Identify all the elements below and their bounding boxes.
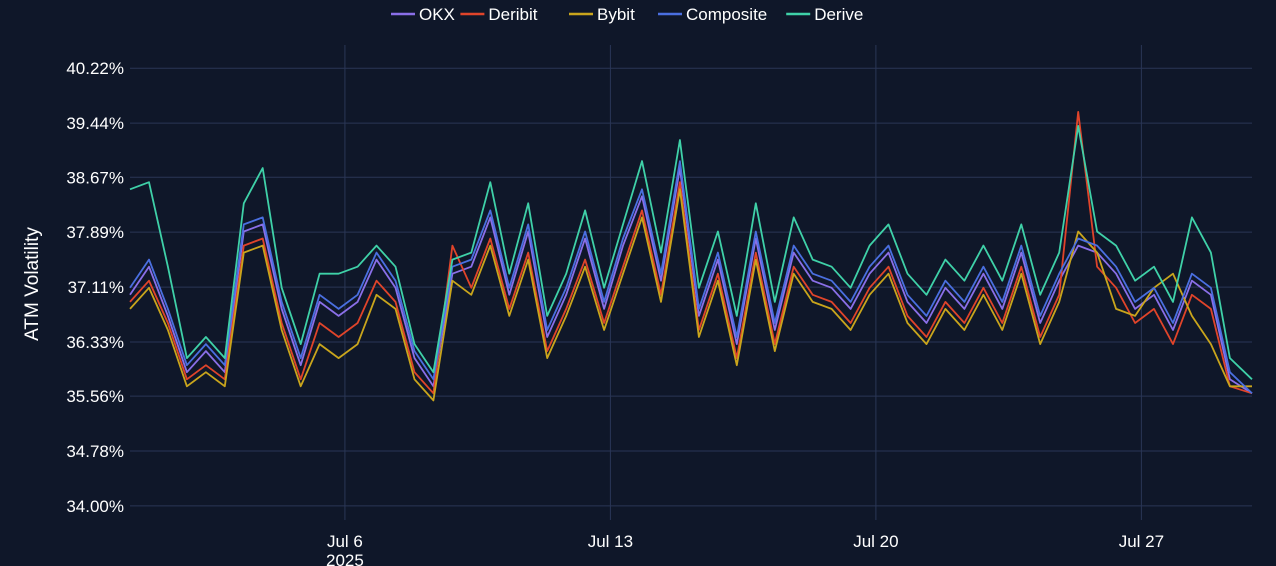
legend-item-deribit[interactable]: Deribit bbox=[460, 5, 538, 24]
y-tick-label: 36.33% bbox=[66, 333, 124, 352]
series-line-composite bbox=[129, 160, 1253, 394]
x-tick-label: Jul 6 bbox=[327, 532, 363, 551]
legend-label: Bybit bbox=[597, 5, 635, 24]
x-tick-label: Jul 13 bbox=[588, 532, 633, 551]
legend-label: Composite bbox=[686, 5, 767, 24]
y-tick-label: 37.11% bbox=[68, 278, 124, 297]
y-tick-label: 34.78% bbox=[66, 442, 124, 461]
legend-label: OKX bbox=[419, 5, 455, 24]
y-tick-label: 35.56% bbox=[66, 387, 124, 406]
legend-item-derive[interactable]: Derive bbox=[786, 5, 863, 24]
series-layer bbox=[129, 111, 1253, 402]
y-tick-label: 40.22% bbox=[66, 59, 124, 78]
x-tick-sublabel: 2025 bbox=[326, 551, 364, 566]
legend-label: Derive bbox=[814, 5, 863, 24]
y-axis: 34.00% 34.78% 35.56% 36.33% 37.11% 37.89% 38.6… bbox=[66, 59, 124, 516]
legend-item-okx[interactable]: OKX bbox=[391, 5, 455, 24]
x-tick-label: Jul 20 bbox=[853, 532, 898, 551]
y-tick-label: 39.44% bbox=[66, 114, 124, 133]
series-line-bybit bbox=[129, 188, 1252, 402]
series-line-derive bbox=[129, 125, 1253, 380]
legend-item-composite[interactable]: Composite bbox=[658, 5, 767, 24]
legend: OKX Deribit Bybit Composite Derive bbox=[391, 5, 863, 24]
x-tick-label: Jul 27 bbox=[1119, 532, 1164, 551]
legend-label: Deribit bbox=[488, 5, 537, 24]
y-axis-title: ATM Volatility bbox=[22, 227, 43, 341]
y-tick-label: 38.67% bbox=[66, 168, 124, 187]
legend-item-bybit[interactable]: Bybit bbox=[569, 5, 635, 24]
y-tick-label: 37.89% bbox=[66, 223, 124, 242]
y-tick-label: 34.00% bbox=[66, 497, 124, 516]
